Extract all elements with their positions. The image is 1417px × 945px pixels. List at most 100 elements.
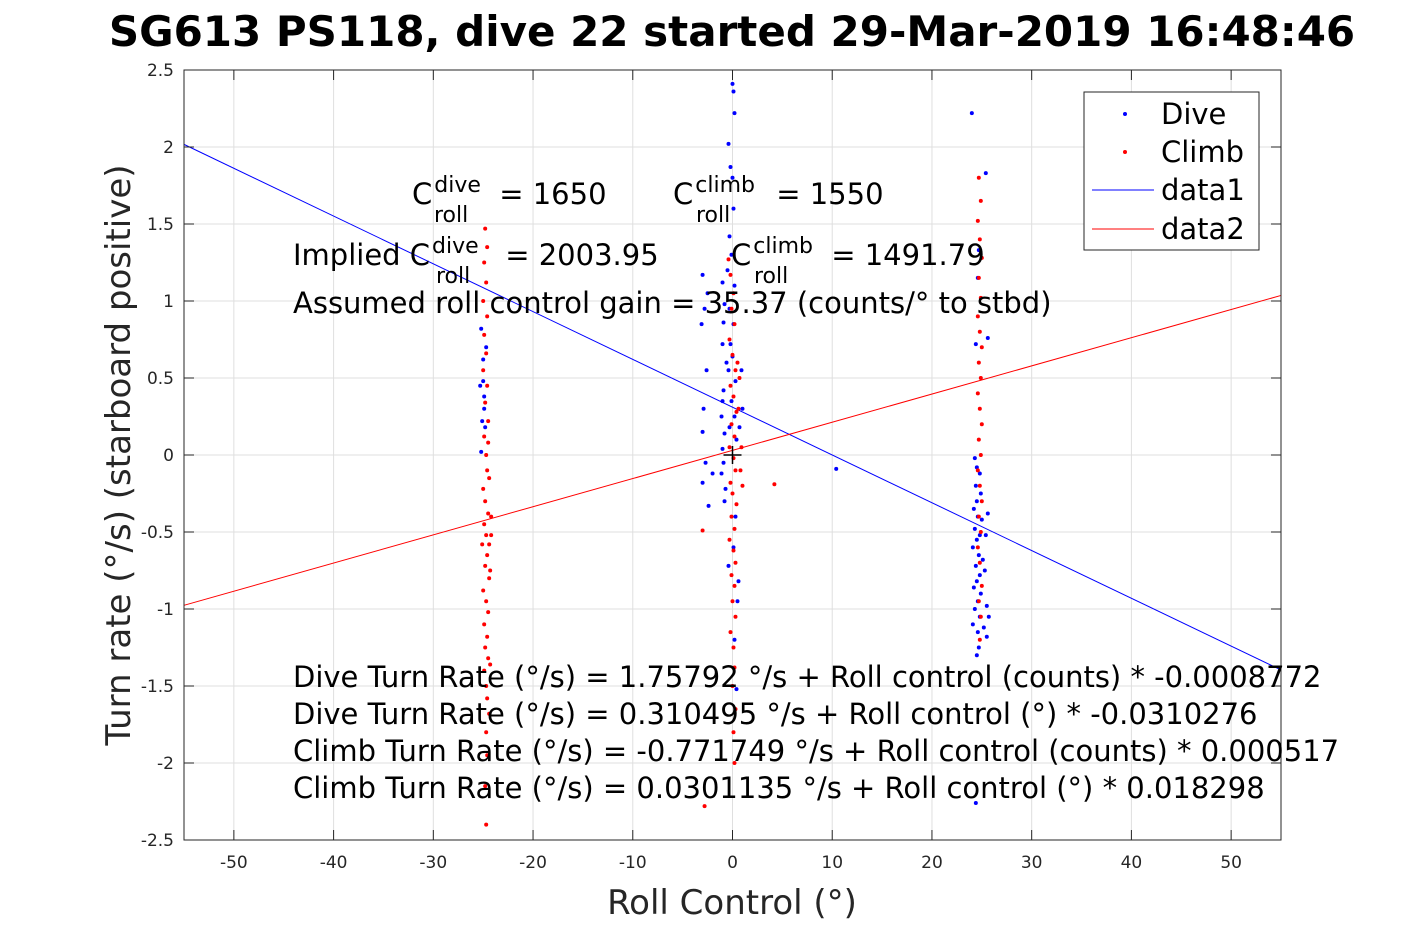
climb-point [482,522,487,527]
dive-point [973,342,978,347]
climb-point [975,218,980,223]
climb-point [481,299,486,303]
climb-point [485,245,490,250]
dive-point [700,480,705,485]
climb-point [738,468,743,473]
climb-point [975,545,980,550]
climb-point [737,376,742,380]
climb-point [728,630,733,635]
legend-data2-label: data2 [1161,212,1245,246]
dive-point [730,175,735,180]
climb-point [489,514,494,519]
climb-point [486,419,491,424]
climb-point [730,352,735,357]
climb-point [976,175,981,180]
dive-point [734,687,739,692]
climb-point [487,542,492,547]
dive-point [974,579,979,584]
dive-point [700,429,705,434]
dive-point [726,141,731,146]
dive-point [700,272,705,277]
dive-point [973,563,978,568]
dive-point [733,514,738,519]
climb-point [728,272,733,277]
climb-point [487,476,492,481]
dive-point [974,499,979,504]
climb-point [482,260,487,265]
climb-point [488,662,493,667]
dive-point [733,379,738,384]
climb-point [739,445,744,450]
c-roll-dive-label: Cdive roll = 1650 [412,173,607,228]
dive-point [974,537,979,542]
climb-point [978,376,983,380]
dive-point [720,280,725,285]
climb-point [488,568,493,573]
climb-point [484,533,489,538]
climb-point [486,656,491,661]
x-tick-label: 0 [727,853,738,873]
dive-point [728,342,733,347]
legend-climb-label: Climb [1161,135,1244,169]
climb-point [483,400,488,405]
dive-point [724,360,729,365]
climb-point [731,645,736,650]
dive-point [706,503,711,508]
dive-point [710,471,715,476]
climb-point [979,499,984,504]
fit-line-data1 [183,143,1282,671]
dive-point [727,234,732,239]
climb-point [481,368,486,373]
y-tick-label: 0 [163,446,174,466]
climb-point [978,614,983,619]
climb-point [733,468,738,473]
dive-point [972,607,977,611]
climb-point [740,483,745,488]
climb-point [733,560,738,565]
chart-title: SG613 PS118, dive 22 started 29-Mar-2019… [109,7,1355,56]
climb-point [702,804,707,809]
climb-point [977,406,982,411]
y-tick-label: -1 [157,600,174,620]
climb-point [732,583,737,588]
dive-point [980,557,985,562]
climb-point [975,468,980,473]
climb-point [976,360,981,365]
x-tick-label: 30 [1021,853,1043,873]
dive-point [978,591,983,596]
dive-point [722,302,727,307]
dive-point [972,456,977,461]
dive-point [971,585,976,590]
dive-point [977,471,982,476]
dive-point [736,579,741,584]
climb-point [979,583,984,588]
dive-point [721,320,726,325]
climb-point [484,599,489,604]
climb-point [977,237,982,242]
markers [478,81,991,827]
dive-point [732,414,737,419]
climb-point [485,314,490,319]
x-tick-label: -40 [320,853,348,873]
dive-point [970,545,975,550]
climb-point [979,345,984,350]
annotations: Cdive roll = 1650 Cclimb roll = 1550 Impli… [293,173,1339,805]
dive-point [479,326,484,331]
climb-point [481,486,486,491]
dive-point [730,81,735,86]
dive-point [981,625,986,630]
dive-point [482,394,487,399]
dive-point [728,165,733,170]
climb-point [485,696,490,701]
dive-point [977,533,982,538]
climb-point [482,668,487,673]
dive-point [737,425,742,430]
dive-point [705,291,710,296]
dive-point [480,419,485,424]
x-tick-label: 50 [1220,853,1242,873]
dive-point [722,499,727,504]
climb-point [486,440,491,445]
climb-point [976,599,981,604]
dive-point [984,634,989,639]
